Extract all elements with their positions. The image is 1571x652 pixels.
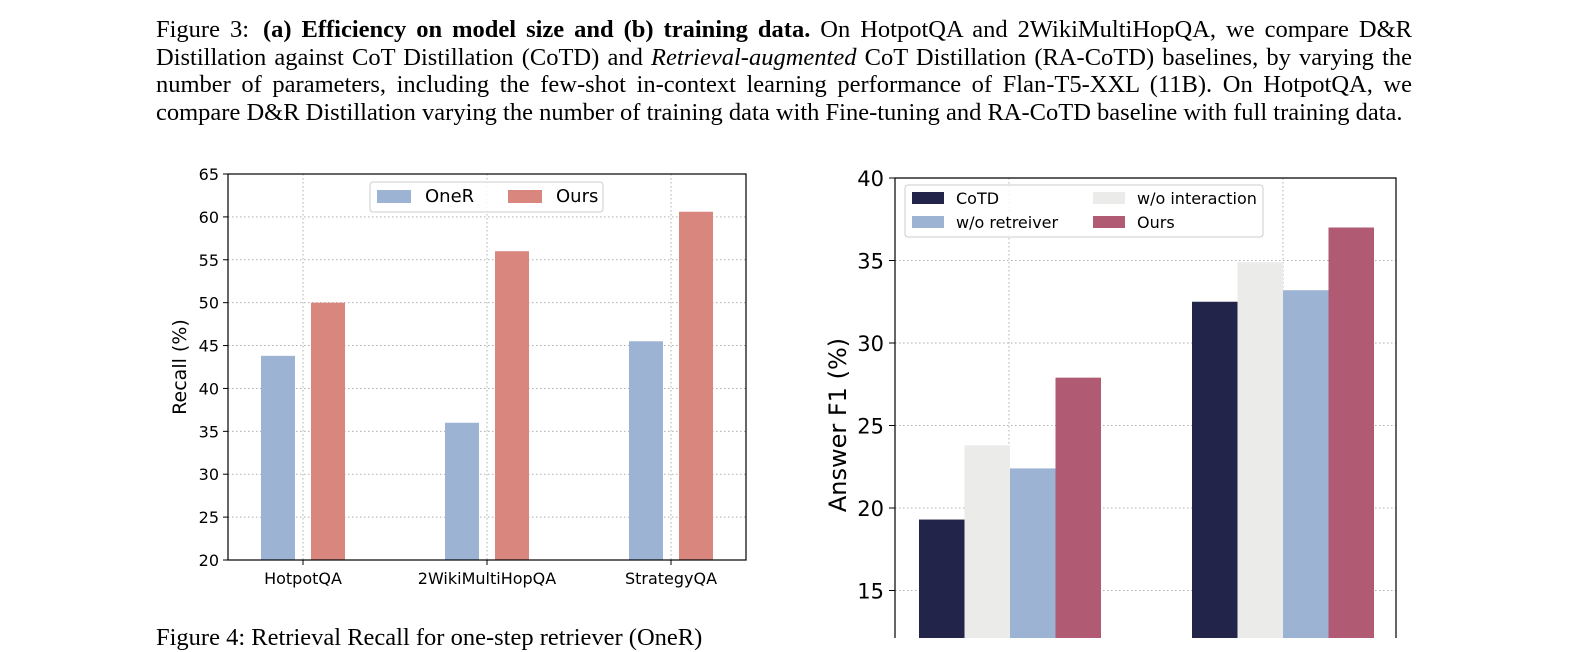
recall-y-tick-label: 55 [199, 251, 219, 270]
recall-y-tick-label: 50 [199, 294, 219, 313]
f1-legend-swatch-w-o-interaction [1093, 192, 1125, 204]
recall-legend: OneR Ours [369, 181, 604, 213]
f1-y-tick-label: 30 [857, 332, 884, 356]
recall-y-tick-label: 25 [199, 508, 219, 527]
f1-legend-swatch-ours [1093, 216, 1125, 228]
recall-bar-ours-2wikimultihopqa [495, 251, 529, 560]
recall-y-tick-label: 30 [199, 465, 219, 484]
f1-bar-ours-group-1 [1055, 377, 1101, 638]
f1-y-tick-label: 25 [857, 415, 884, 439]
recall-bar-oner-2wikimultihopqa [445, 422, 479, 560]
recall-bar-oner-hotpotqa [261, 355, 295, 560]
f1-bar-ours-group-2 [1328, 227, 1374, 638]
f1-legend-label-w-o-interaction: w/o interaction [1137, 189, 1257, 208]
recall-plot-frame [227, 173, 747, 561]
recall-legend-swatch-ours [508, 190, 542, 203]
recall-y-axis-label: Recall (%) [169, 319, 191, 415]
f1-bar-cotd-group-1 [919, 519, 965, 638]
figure-label: Figure 3: [156, 16, 249, 43]
recall-y-tick-label: 65 [199, 165, 219, 184]
recall-x-tick-label: 2WikiMultiHopQA [418, 569, 556, 588]
recall-x-tick-label: HotpotQA [264, 569, 342, 588]
f1-bar-w-o-retreiver-group-2 [1283, 290, 1329, 638]
figure-3-caption: Figure 3: (a) Efficiency on model size a… [156, 16, 1412, 126]
recall-legend-label-oner: OneR [425, 186, 474, 207]
caption-bold: (a) Efficiency on model size and (b) tra… [262, 16, 811, 43]
f1-bar-cotd-group-2 [1192, 301, 1238, 638]
recall-legend-swatch-oner [377, 190, 411, 203]
recall-bar-chart: Recall (%) 20 25 30 35 40 45 50 55 60 65 HotpotQA 2… [169, 165, 747, 588]
f1-y-tick-label: 20 [857, 497, 884, 521]
f1-legend: CoTD w/o retreiver w/o interaction Ours [904, 184, 1264, 238]
f1-legend-box [904, 184, 1264, 238]
recall-legend-box [369, 181, 604, 213]
f1-y-tick-label: 40 [857, 167, 884, 191]
f1-bar-w-o-interaction-group-1 [964, 445, 1010, 638]
f1-bar-w-o-retreiver-group-1 [1010, 468, 1056, 638]
caption-italic: Retrieval-augmented [651, 43, 857, 71]
recall-y-tick-label: 20 [199, 551, 219, 570]
f1-legend-label-ours: Ours [1137, 213, 1175, 232]
recall-y-tick-label: 35 [199, 422, 219, 441]
f1-y-axis-label: Answer F1 (%) [824, 338, 852, 512]
f1-legend-label-cotd: CoTD [956, 189, 999, 208]
f1-bar-w-o-interaction-group-2 [1237, 262, 1283, 638]
recall-bar-ours-strategyqa [679, 211, 713, 560]
f1-y-tick-label: 35 [857, 250, 884, 274]
f1-legend-swatch-w-o-retreiver [912, 216, 944, 228]
answer-f1-bar-chart: Answer F1 (%) 15 20 25 30 35 40 CoTD w/o retrei… [824, 167, 1397, 638]
f1-legend-swatch-cotd [912, 192, 944, 204]
caption-text-2: CoT Distillation (RA-CoTD) baselines, by… [156, 43, 1412, 126]
recall-y-tick-label: 45 [199, 337, 219, 356]
recall-x-tick-label: StrategyQA [625, 569, 717, 588]
f1-legend-label-w-o-retreiver: w/o retreiver [956, 213, 1059, 232]
f1-y-tick-label: 15 [857, 580, 884, 604]
f1-plot-frame [894, 177, 1397, 638]
recall-y-tick-label: 60 [199, 208, 219, 227]
caption-text-1: On HotpotQA and 2WikiMultiHopQA, we comp… [156, 16, 1412, 71]
recall-legend-label-ours: Ours [556, 186, 598, 207]
recall-bar-oner-strategyqa [629, 341, 663, 560]
recall-bar-ours-hotpotqa [311, 302, 345, 560]
recall-y-tick-label: 40 [199, 379, 219, 398]
